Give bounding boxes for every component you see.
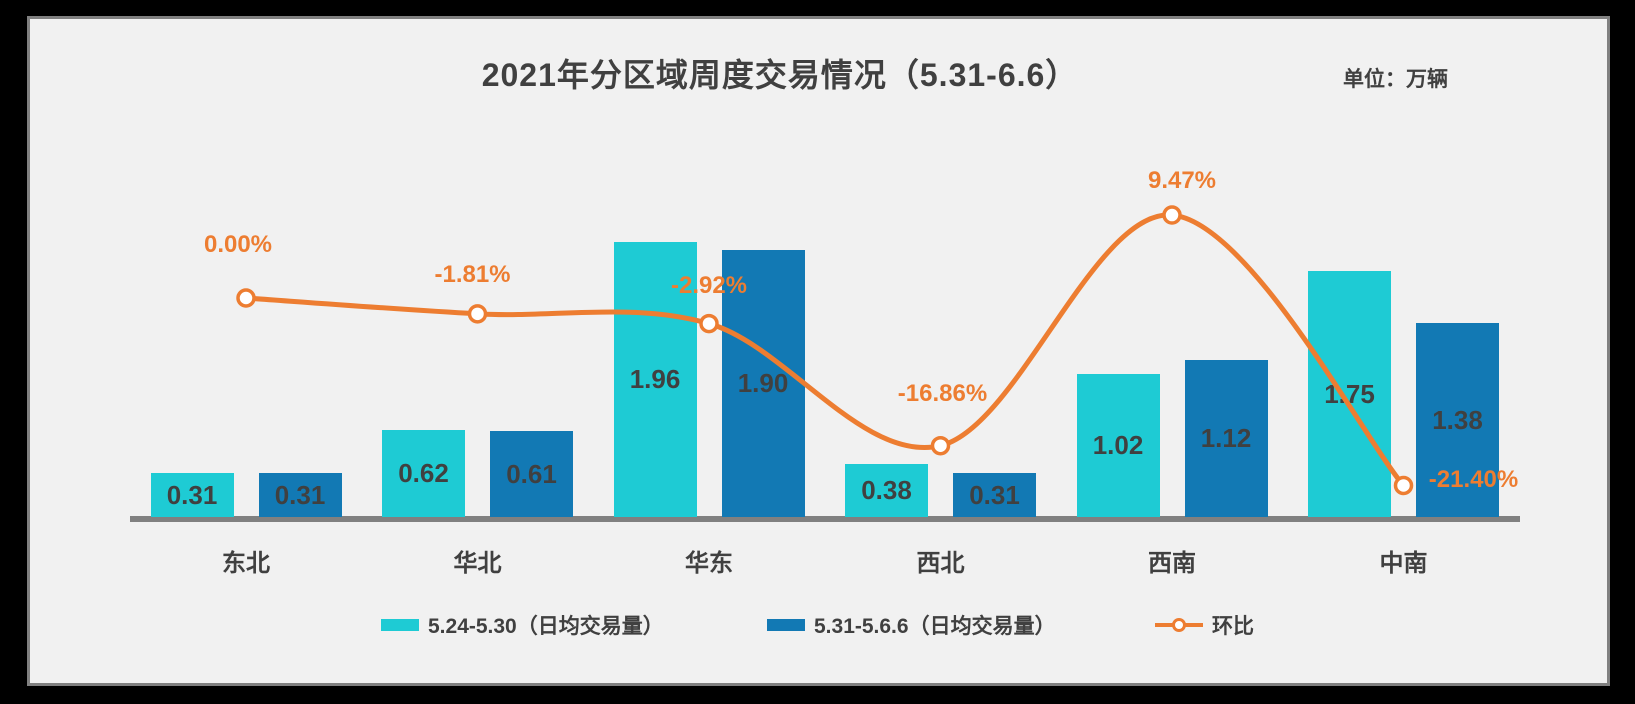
legend-line-marker-icon	[1155, 617, 1203, 633]
ratio-value-label-1: -1.81%	[434, 260, 511, 288]
category-label-3: 西北	[916, 550, 965, 577]
legend-label-ratio: 环比	[1212, 615, 1254, 638]
ratio-value-label-0: 0.00%	[203, 231, 273, 258]
bar-value-label: 0.31	[274, 479, 326, 510]
ratio-value-label-5: -21.40%	[1428, 466, 1519, 494]
bar-week1-0[interactable]: 0.31	[150, 473, 234, 517]
bar-value-label: 0.61	[506, 458, 557, 489]
legend-swatch-week1	[381, 619, 419, 631]
bar-value-label: 0.62	[398, 457, 449, 488]
legend-label-week1: 5.24-5.30（日均交易量）	[428, 615, 664, 638]
bar-value-label: 0.31	[969, 479, 1020, 510]
bar-value-label: 1.12	[1200, 422, 1252, 453]
category-label-5: 中南	[1379, 550, 1428, 577]
bar-value-label: 1.96	[629, 363, 681, 394]
bar-value-label: 1.90	[737, 368, 789, 399]
legend-item-ratio[interactable]: 环比	[1155, 610, 1254, 640]
ratio-value-label-2: -2.92%	[670, 271, 748, 299]
bar-week1-1[interactable]: 0.62	[382, 429, 465, 517]
category-label-4: 西南	[1148, 550, 1196, 577]
category-label-0: 东北	[222, 550, 270, 577]
bar-week2-1[interactable]: 0.61	[490, 431, 573, 517]
bar-value-label: 1.38	[1432, 404, 1483, 435]
bar-value-label: 0.38	[861, 474, 912, 505]
legend-swatch-week2	[767, 619, 805, 631]
bar-week2-5[interactable]: 1.38	[1416, 323, 1499, 517]
bar-week2-0[interactable]: 0.31	[258, 473, 342, 517]
bar-week2-3[interactable]: 0.31	[953, 473, 1036, 517]
category-label-1: 华北	[453, 550, 502, 577]
bar-value-label: 1.75	[1324, 378, 1375, 409]
legend-item-week2[interactable]: 5.31-5.6.6（日均交易量）	[767, 610, 1056, 640]
ratio-value-label-4: 9.47%	[1147, 167, 1217, 195]
bar-week2-4[interactable]: 1.12	[1184, 359, 1268, 517]
legend-item-week1[interactable]: 5.24-5.30（日均交易量）	[381, 610, 664, 640]
chart-title: 2021年分区域周度交易情况（5.31-6.6）	[481, 57, 1079, 93]
legend-label-week2: 5.31-5.6.6（日均交易量）	[814, 615, 1056, 638]
bar-value-label: 0.31	[166, 479, 218, 510]
bar-value-label: 1.02	[1092, 429, 1144, 460]
bar-week1-5[interactable]: 1.75	[1308, 271, 1391, 517]
bar-week1-3[interactable]: 0.38	[845, 463, 928, 517]
x-axis-line	[130, 516, 1520, 522]
category-label-2: 华东	[685, 550, 733, 577]
unit-label: 单位：万辆	[1343, 68, 1448, 91]
bar-week1-4[interactable]: 1.02	[1076, 373, 1160, 517]
ratio-value-label-3: -16.86%	[897, 379, 988, 407]
